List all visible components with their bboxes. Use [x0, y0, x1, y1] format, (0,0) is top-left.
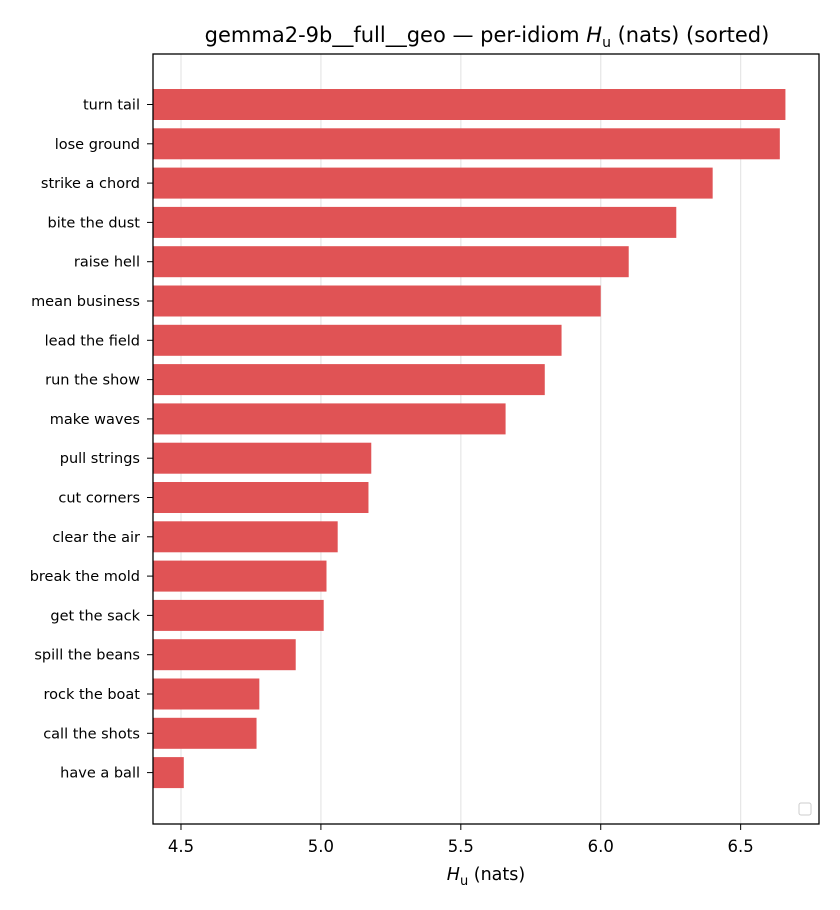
x-tick-label: 5.0: [308, 837, 334, 856]
chart-title: gemma2-9b__full__geo — per-idiom Hu (nat…: [205, 23, 770, 51]
chart-title-text: gemma2-9b__full__geo — per-idiom: [205, 23, 587, 48]
bar: [153, 442, 372, 474]
y-tick-label: rock the boat: [43, 687, 140, 703]
y-tick-label: lead the field: [45, 333, 140, 349]
bar: [153, 89, 786, 120]
legend-box: [798, 802, 812, 816]
y-tick-label: lose ground: [55, 137, 140, 153]
bar: [153, 717, 257, 749]
x-tick-label: 5.5: [448, 837, 474, 856]
x-axis-ticks: 4.5 5.0 5.5 6.0 6.5: [168, 824, 754, 856]
bar: [153, 324, 562, 356]
y-tick-label: make waves: [50, 412, 140, 428]
chart-title-subscript: u: [602, 35, 611, 51]
x-axis-label: Hu (nats): [447, 865, 525, 889]
y-tick-label: pull strings: [60, 451, 140, 467]
x-tick-label: 6.0: [588, 837, 614, 856]
y-tick-label: turn tail: [83, 98, 140, 114]
y-tick-label: call the shots: [43, 726, 140, 742]
plot-frame: [152, 53, 820, 825]
bar: [153, 403, 506, 435]
bars: [153, 89, 786, 789]
x-tick-label: 6.5: [728, 837, 754, 856]
bar: [153, 521, 338, 553]
y-tick-label: raise hell: [74, 255, 140, 271]
bar: [153, 285, 601, 317]
y-tick-label: strike a chord: [41, 176, 140, 192]
bar: [153, 206, 677, 238]
y-axis-ticks: turn tail lose ground strike a chord bite t…: [30, 98, 153, 782]
bar: [153, 639, 296, 671]
chart-title-suffix: (nats) (sorted): [611, 23, 769, 47]
y-tick-label: bite the dust: [48, 215, 141, 231]
bar: [153, 560, 327, 592]
y-tick-label: clear the air: [52, 530, 140, 546]
x-axis-label-variable: H: [447, 865, 460, 885]
chart-title-variable: H: [586, 23, 602, 47]
bar: [153, 678, 260, 710]
y-tick-label: spill the beans: [34, 648, 140, 664]
y-tick-label: get the sack: [50, 608, 140, 624]
y-tick-label: cut corners: [58, 491, 140, 507]
bar: [153, 599, 324, 631]
y-tick-label: have a ball: [60, 766, 140, 782]
bar: [153, 757, 184, 789]
bar: [153, 128, 780, 160]
bar: [153, 167, 713, 199]
y-tick-label: break the mold: [30, 569, 140, 585]
y-tick-label: run the show: [45, 373, 140, 389]
y-tick-label: mean business: [31, 294, 140, 310]
bar: [153, 482, 369, 513]
bar: [153, 246, 629, 278]
x-axis-label-subscript: u: [460, 874, 468, 889]
bar: [153, 364, 545, 396]
x-tick-label: 4.5: [168, 837, 194, 856]
x-axis-label-unit: (nats): [468, 865, 525, 885]
